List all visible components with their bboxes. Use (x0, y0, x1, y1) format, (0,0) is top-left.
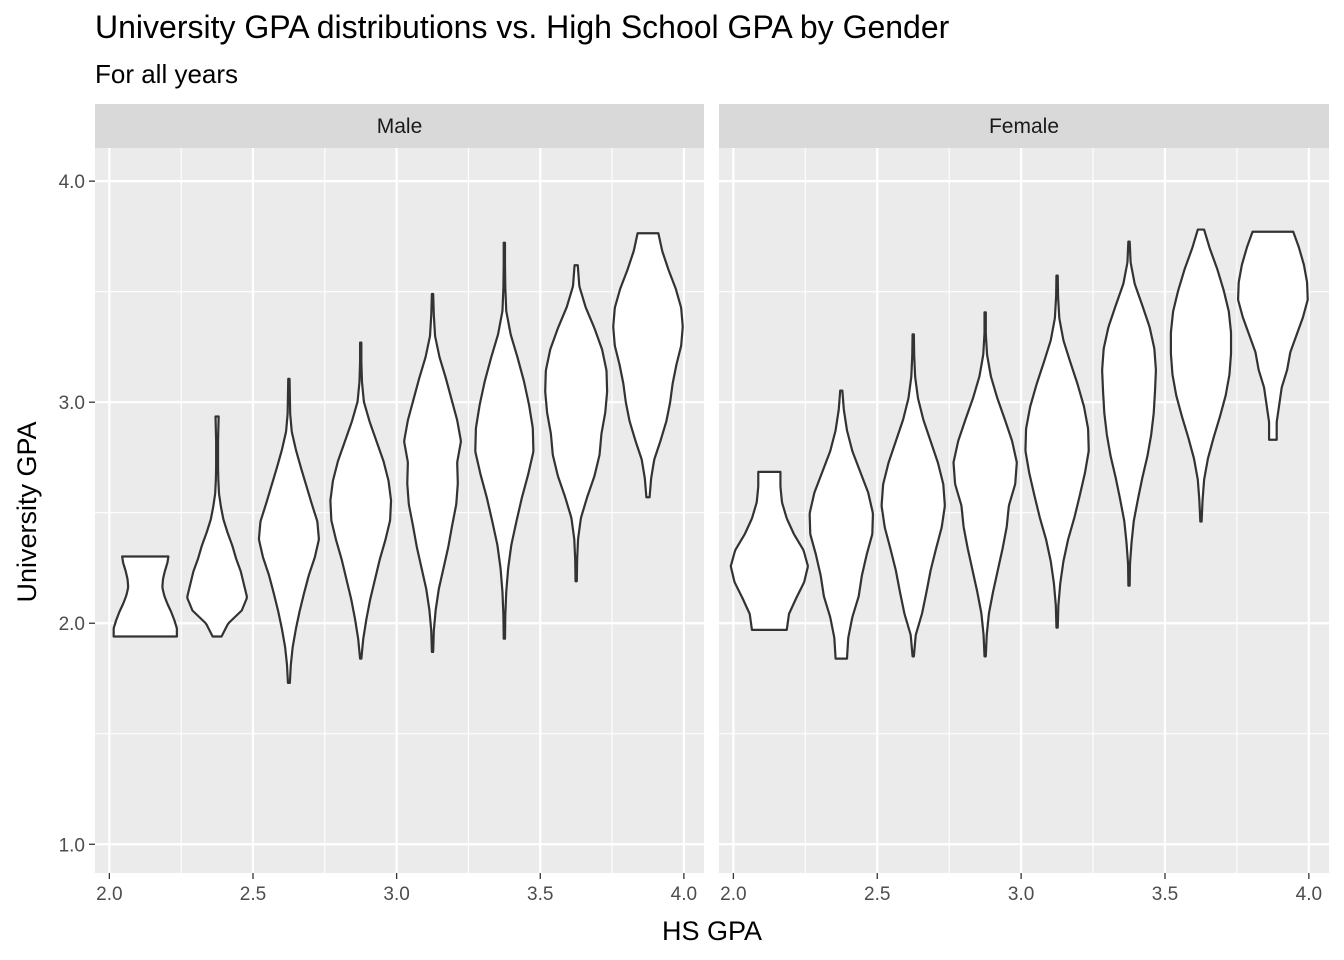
chart-subtitle: For all years (95, 59, 238, 89)
x-tick-label: 3.5 (527, 884, 553, 905)
violin-female-3.375 (1101, 240, 1157, 587)
x-tick-label: 4.0 (1296, 884, 1322, 905)
violin-male-3.125 (403, 292, 462, 654)
y-tick-label: 1.0 (59, 835, 85, 856)
x-tick-label: 2.0 (96, 884, 122, 905)
panel-female: Female 2.0 2.5 3.0 3.5 4.0 (719, 104, 1329, 905)
plot-background (95, 148, 704, 873)
y-tick-label: 4.0 (59, 172, 85, 193)
violin-male-2.375 (186, 415, 248, 638)
violin-female-2.875 (952, 311, 1018, 658)
violin-male-3.875 (612, 232, 684, 499)
x-tick-label: 2.5 (240, 884, 266, 905)
violin-female-2.375 (808, 389, 874, 660)
panel-male: Male 2.0 2.5 3.0 3.5 4.0 1.0 2.0 3.0 4.0 (59, 104, 704, 905)
x-tick-label: 4.0 (671, 884, 697, 905)
violin-female-2.125 (729, 470, 809, 631)
violin-male-3.375 (474, 241, 535, 640)
violin-female-3.625 (1169, 228, 1233, 523)
violin-female-3.125 (1024, 274, 1090, 629)
x-tick-label: 3.0 (1008, 884, 1034, 905)
violin-female-2.625 (880, 333, 946, 658)
violin-male-2.125 (112, 555, 178, 638)
x-axis-title: HS GPA (662, 916, 762, 946)
strip-label: Female (989, 115, 1059, 138)
x-tick-label: 3.0 (383, 884, 409, 905)
x-tick-label: 2.5 (864, 884, 890, 905)
chart-title: University GPA distributions vs. High Sc… (95, 9, 950, 45)
violin-male-2.875 (329, 341, 393, 660)
strip-male (95, 104, 704, 148)
facet-panels: Male 2.0 2.5 3.0 3.5 4.0 1.0 2.0 3.0 4.0 Female 2.0… (59, 104, 1329, 905)
y-axis-title: University GPA (12, 421, 42, 602)
violin-male-3.625 (544, 264, 609, 583)
violin-female-3.875 (1236, 230, 1309, 441)
x-tick-label: 3.5 (1152, 884, 1178, 905)
y-tick-label: 2.0 (59, 614, 85, 635)
y-tick-label: 3.0 (59, 393, 85, 414)
x-tick-label: 2.0 (720, 884, 746, 905)
strip-female (719, 104, 1329, 148)
strip-label: Male (377, 115, 423, 138)
violin-male-2.625 (257, 377, 320, 685)
